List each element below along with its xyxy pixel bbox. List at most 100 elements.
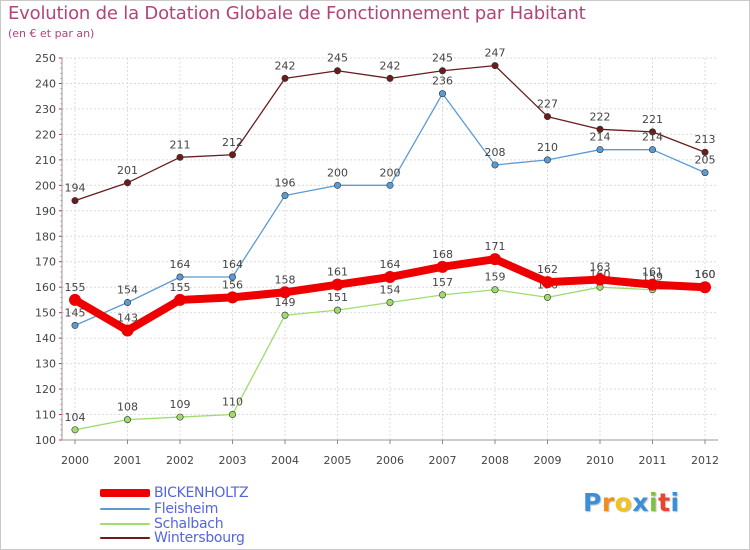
data-point: [596, 125, 604, 133]
x-tick-label: 2005: [324, 454, 352, 467]
legend-item-bickenholtz: BICKENHOLTZ: [100, 485, 249, 501]
y-tick-label: 230: [35, 103, 56, 116]
data-label: 104: [65, 411, 86, 424]
logo-letter: i: [670, 488, 680, 517]
x-tick-label: 2000: [61, 454, 89, 467]
data-label: 159: [485, 271, 506, 284]
data-point: [121, 324, 134, 337]
data-label: 194: [65, 182, 86, 195]
data-label: 151: [327, 291, 348, 304]
chart-title: Evolution de la Dotation Globale de Fonc…: [8, 3, 586, 24]
data-point: [124, 416, 132, 424]
legend-swatch-wintersbourg: [100, 537, 150, 539]
data-point: [489, 253, 501, 266]
data-point: [541, 276, 554, 289]
data-point: [543, 113, 551, 121]
data-label: 143: [117, 311, 138, 324]
data-point: [281, 192, 289, 200]
data-label: 154: [380, 283, 401, 296]
data-point: [543, 293, 551, 301]
data-point: [333, 67, 341, 75]
y-tick-label: 170: [35, 256, 56, 269]
data-point: [229, 411, 237, 419]
data-point: [648, 146, 656, 154]
legend-label-fleisheim: Fleisheim: [154, 501, 219, 517]
data-label: 160: [695, 268, 716, 281]
data-label: 222: [590, 110, 611, 123]
data-point: [648, 128, 656, 136]
data-label: 213: [695, 133, 716, 146]
data-label: 221: [642, 113, 663, 126]
y-tick-label: 210: [35, 154, 56, 167]
logo-letter: P: [583, 488, 602, 517]
legend-label-schalbach: Schalbach: [154, 516, 224, 532]
data-point: [281, 311, 289, 319]
data-point: [386, 298, 394, 306]
data-point: [176, 153, 184, 161]
x-tick-label: 2001: [114, 454, 142, 467]
y-tick-label: 120: [35, 383, 56, 396]
data-label: 247: [485, 47, 506, 60]
data-label: 196: [275, 177, 296, 190]
data-label: 158: [275, 273, 296, 286]
x-tick-label: 2008: [481, 454, 509, 467]
data-point: [384, 271, 396, 284]
legend-swatch-bickenholtz: [100, 489, 150, 497]
data-label: 210: [537, 141, 558, 154]
data-label: 242: [275, 59, 296, 72]
y-tick-label: 140: [35, 332, 56, 345]
data-point: [701, 148, 709, 156]
data-point: [543, 156, 551, 164]
data-point: [176, 273, 184, 281]
legend-label-bickenholtz: BICKENHOLTZ: [154, 485, 249, 501]
data-point: [701, 169, 709, 177]
data-label: 245: [327, 52, 348, 65]
x-tick-label: 2004: [271, 454, 299, 467]
data-label: 201: [117, 164, 138, 177]
data-label: 171: [485, 240, 506, 253]
y-tick-label: 220: [35, 128, 56, 141]
x-tick-label: 2007: [429, 454, 457, 467]
data-label: 149: [275, 296, 296, 309]
x-tick-label: 2002: [166, 454, 194, 467]
data-point: [438, 67, 446, 75]
data-label: 245: [432, 52, 453, 65]
legend-swatch-schalbach: [100, 523, 150, 525]
data-point: [438, 291, 446, 299]
data-point: [333, 306, 341, 314]
data-point: [71, 197, 79, 205]
data-label: 154: [117, 283, 138, 296]
data-point: [331, 278, 344, 291]
data-label: 214: [590, 131, 611, 144]
y-tick-label: 240: [35, 77, 56, 90]
x-tick-label: 2010: [586, 454, 614, 467]
data-label: 110: [222, 396, 243, 409]
y-tick-label: 190: [35, 205, 56, 218]
data-label: 161: [642, 266, 663, 279]
data-label: 164: [222, 258, 243, 271]
x-tick-label: 2006: [376, 454, 404, 467]
data-label: 212: [222, 136, 243, 149]
data-point: [699, 281, 711, 294]
data-label: 208: [485, 146, 506, 159]
data-label: 161: [327, 266, 348, 279]
data-point: [281, 74, 289, 82]
legend-item-wintersbourg: Wintersbourg: [100, 530, 245, 546]
logo-letter: x: [632, 488, 649, 517]
data-point: [594, 273, 606, 286]
legend-item-fleisheim: Fleisheim: [100, 501, 218, 517]
x-tick-label: 2009: [534, 454, 562, 467]
y-tick-label: 250: [35, 52, 56, 65]
data-point: [438, 90, 446, 98]
data-label: 200: [327, 166, 348, 179]
data-point: [71, 321, 79, 329]
plot-area: [62, 58, 718, 440]
data-point: [229, 273, 237, 281]
data-label: 162: [537, 263, 558, 276]
data-label: 160: [695, 268, 716, 281]
legend-label-wintersbourg: Wintersbourg: [154, 530, 245, 546]
y-tick-label: 180: [35, 230, 56, 243]
logo-letter: t: [658, 488, 671, 517]
data-label: 155: [65, 281, 86, 294]
